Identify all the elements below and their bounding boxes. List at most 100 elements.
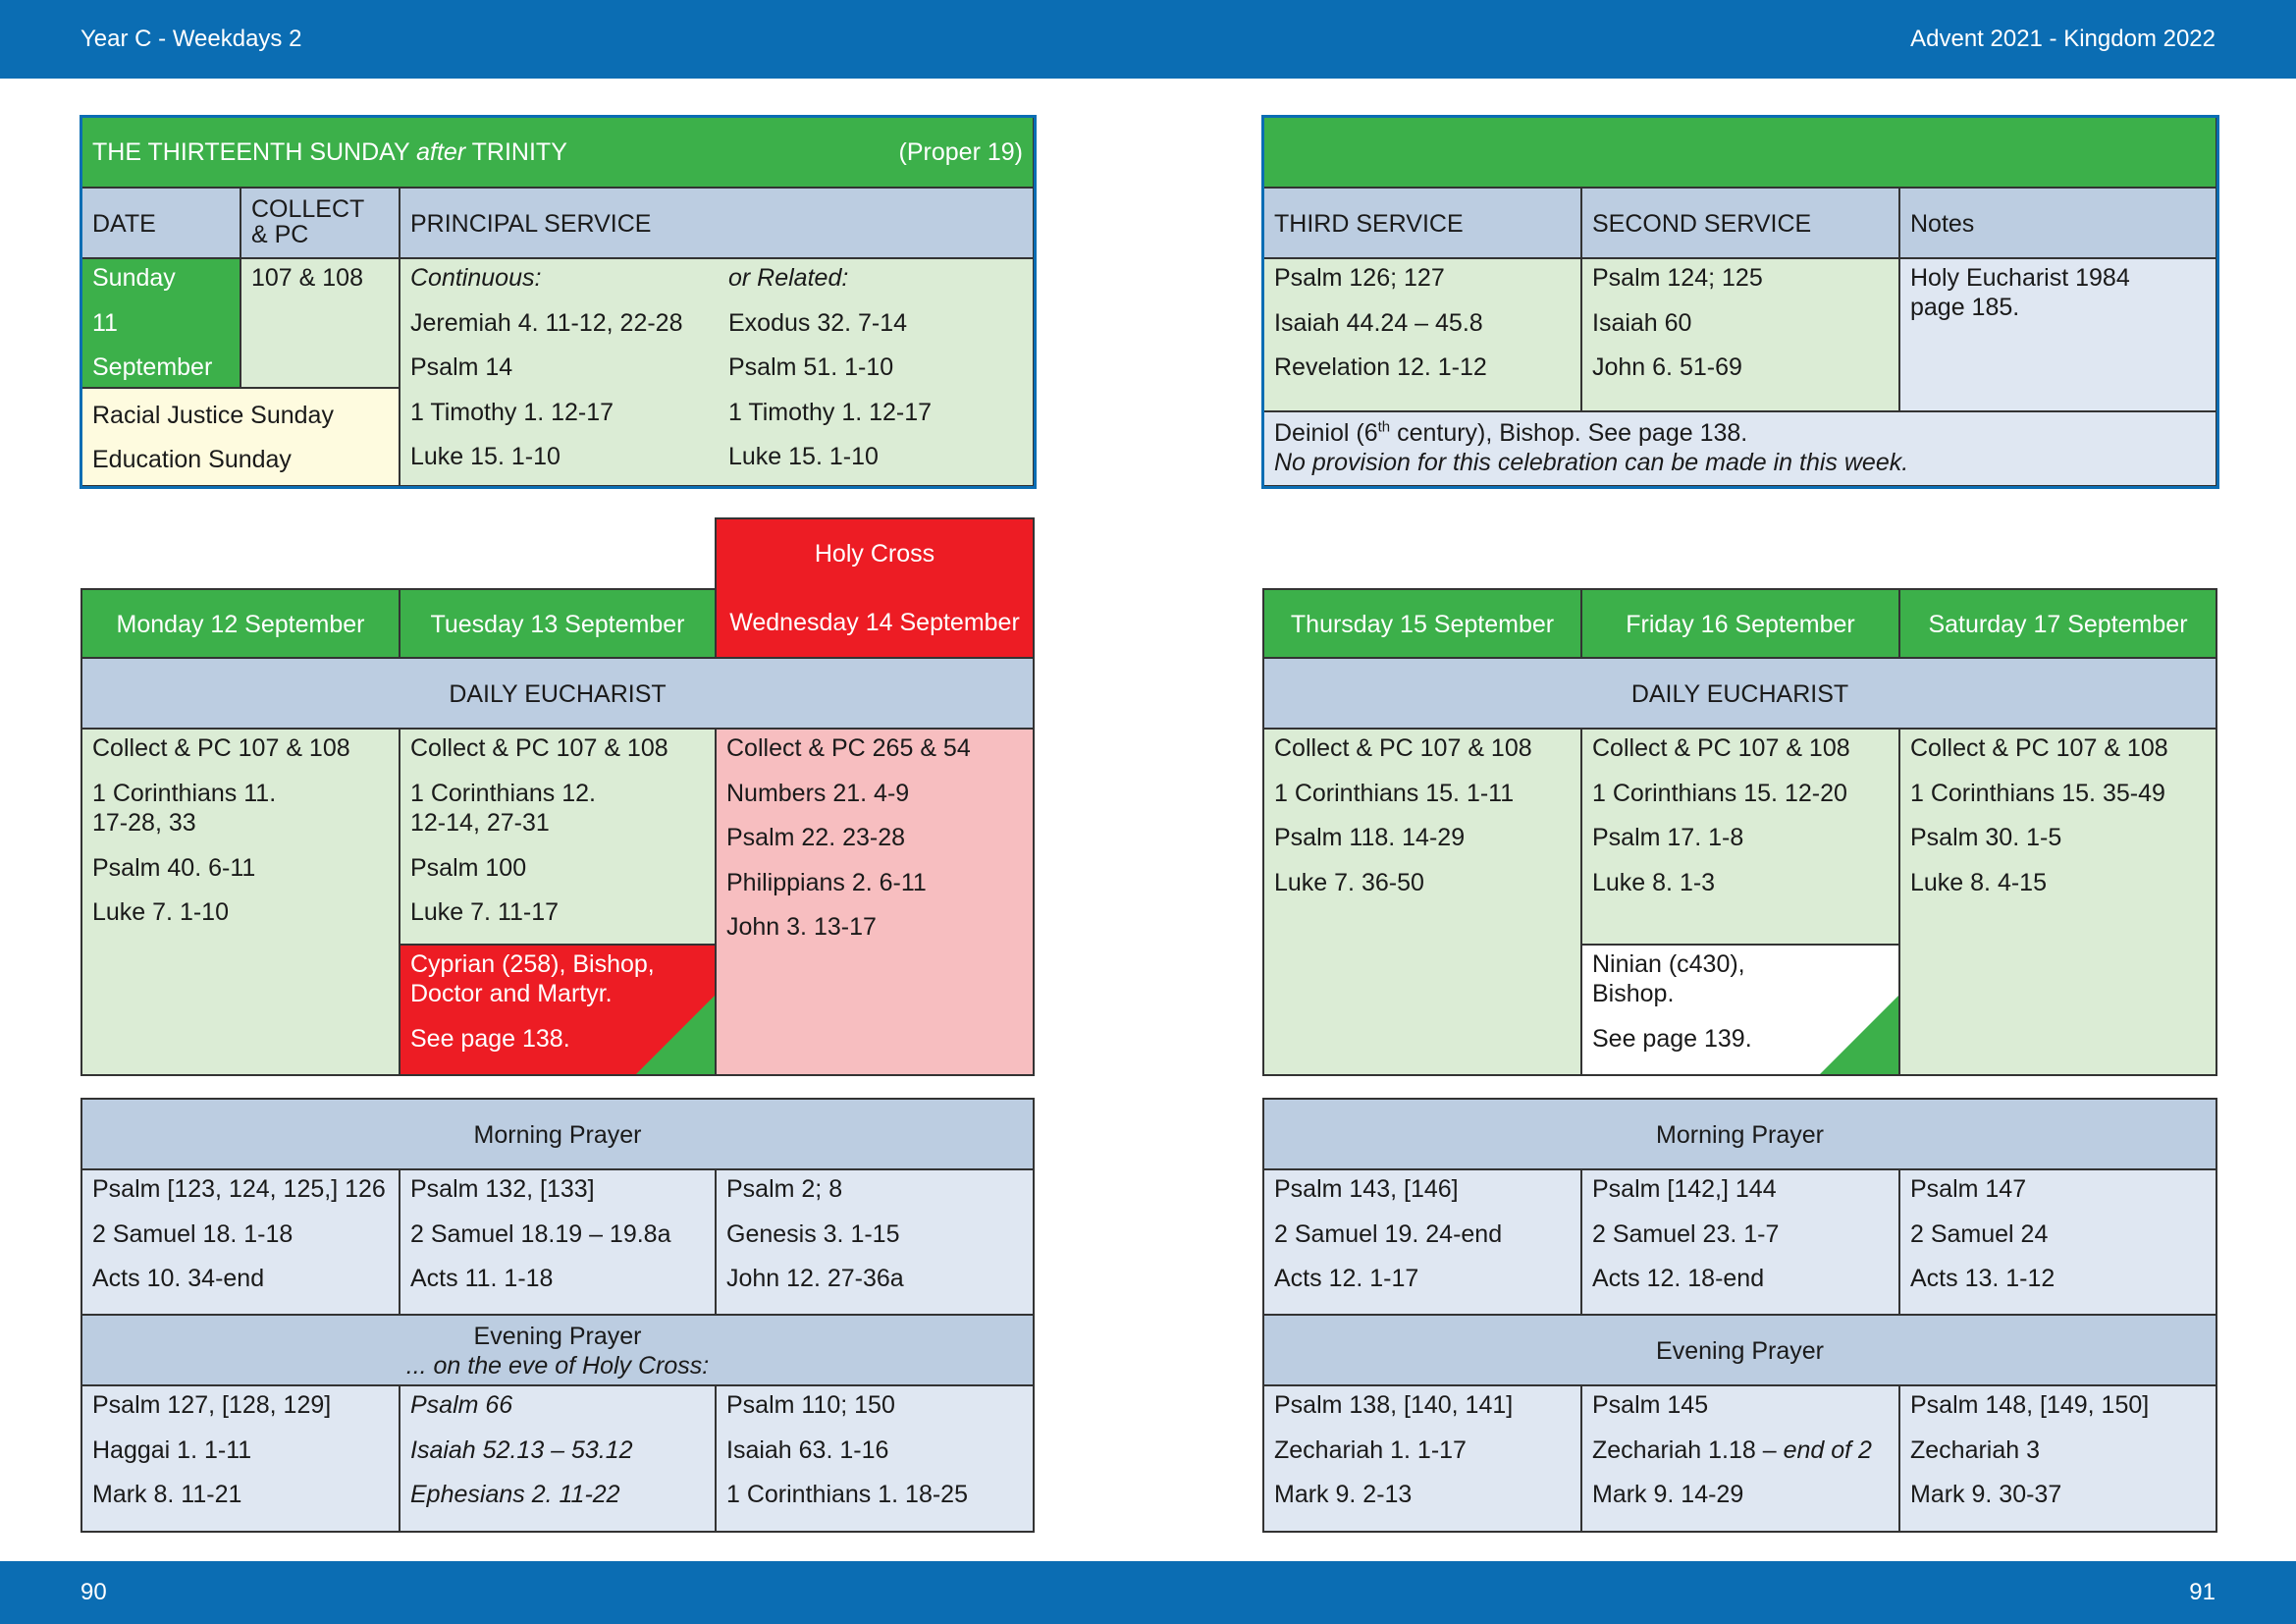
related-column: or Related: Exodus 32. 7-14 Psalm 51. 1-… (719, 259, 1033, 485)
mp-wed-psalm: Psalm 2; 8 (726, 1175, 843, 1203)
header-left: Year C - Weekdays 2 (80, 26, 302, 52)
mp-tue-psalm: Psalm 132, [133] (410, 1175, 595, 1203)
col-date-label: DATE (92, 210, 156, 238)
collect-value: 107 & 108 (251, 264, 363, 292)
header-bar: Year C - Weekdays 2 Advent 2021 - Kingdo… (0, 0, 2296, 79)
notes-cell: Holy Eucharist 1984 page 185. (1898, 257, 2217, 412)
day-header-tuesday: Tuesday 13 September (399, 588, 717, 659)
col-header-collect: COLLECT & PC (240, 187, 400, 259)
fri-gospel: Luke 8. 1-3 (1592, 869, 1716, 896)
morning-prayer-label-right: Morning Prayer (1656, 1121, 1824, 1149)
thu-psalm: Psalm 118. 14-29 (1274, 824, 1466, 851)
ep-mon-ot: Haggai 1. 1-11 (92, 1436, 252, 1464)
daily-eucharist-label-left: DAILY EUCHARIST (449, 680, 667, 708)
evening-eve-label: ... on the eve of Holy Cross: (405, 1352, 710, 1380)
commemoration-corner-icon (1820, 996, 1898, 1074)
mp-mon-psalm: Psalm [123, 124, 125,] 126 (92, 1175, 386, 1203)
mp-fri-psalm: Psalm [142,] 144 (1592, 1175, 1777, 1203)
day-thursday: Thursday 15 September (1290, 611, 1555, 638)
mon-psalm: Psalm 40. 6-11 (92, 854, 256, 882)
mp-fri-ot: 2 Samuel 23. 1-7 (1592, 1220, 1780, 1248)
evening-prayer-header-right: Evening Prayer (1262, 1314, 2217, 1386)
evening-saturday: Psalm 148, [149, 150] Zechariah 3 Mark 9… (1898, 1384, 2217, 1533)
ep-sat-ot: Zechariah 3 (1910, 1436, 2041, 1464)
mp-wed-nt: John 12. 27-36a (726, 1265, 904, 1292)
lesser-festival-corner-icon (636, 996, 715, 1074)
ninian-line-2: Bishop. (1592, 980, 1675, 1007)
third-service-cell: Psalm 126; 127 Isaiah 44.24 – 45.8 Revel… (1262, 257, 1582, 412)
date-number: 11 (92, 309, 118, 337)
evening-thursday: Psalm 138, [140, 141] Zechariah 1. 1-17 … (1262, 1384, 1582, 1533)
day-saturday: Saturday 17 September (1928, 611, 2188, 638)
mp-wed-ot: Genesis 3. 1-15 (726, 1220, 900, 1248)
col-header-notes: Notes (1898, 187, 2217, 259)
continuous-label: Continuous: (410, 264, 542, 292)
evening-monday: Psalm 127, [128, 129] Haggai 1. 1-11 Mar… (80, 1384, 400, 1533)
col-third-label: THIRD SERVICE (1274, 210, 1464, 238)
eucharist-saturday: Collect & PC 107 & 108 1 Corinthians 15.… (1898, 728, 2217, 1076)
ep-sat-psalm: Psalm 148, [149, 150] (1910, 1391, 2150, 1419)
ep-fri-psalm: Psalm 145 (1592, 1391, 1709, 1419)
morning-monday: Psalm [123, 124, 125,] 126 2 Samuel 18. … (80, 1168, 400, 1316)
sat-psalm: Psalm 30. 1-5 (1910, 824, 2062, 851)
deiniol-note-post: century), Bishop. See page 138. (1390, 419, 1748, 447)
holy-cross-label: Holy Cross (814, 540, 935, 568)
wed-collect: Collect & PC 265 & 54 (726, 734, 971, 762)
page-number-right: 91 (2189, 1579, 2216, 1605)
mon-collect: Collect & PC 107 & 108 (92, 734, 350, 762)
day-header-monday: Monday 12 September (80, 588, 400, 659)
ep-thu-nt: Mark 9. 2-13 (1274, 1481, 1413, 1508)
third-reading-3: Revelation 12. 1-12 (1274, 353, 1487, 381)
col-collect-label-1: COLLECT (251, 195, 365, 223)
sunday-title-pre: THE THIRTEENTH SUNDAY (92, 138, 417, 166)
thu-gospel: Luke 7. 36-50 (1274, 869, 1424, 896)
cyprian-line-3: See page 138. (410, 1025, 570, 1053)
ep-fri-nt: Mark 9. 14-29 (1592, 1481, 1744, 1508)
observance-1: Racial Justice Sunday (92, 402, 334, 429)
date-month: September (92, 353, 213, 381)
header-right: Advent 2021 - Kingdom 2022 (1910, 26, 2216, 52)
day-tuesday: Tuesday 13 September (430, 611, 685, 638)
eucharist-friday: Collect & PC 107 & 108 1 Corinthians 15.… (1580, 728, 1900, 946)
col-collect-label-2: & PC (251, 221, 309, 248)
cyprian-line-1: Cyprian (258), Bishop, (410, 950, 655, 978)
tue-reading-1b: 12-14, 27-31 (410, 809, 550, 837)
day-wednesday: Wednesday 14 September (729, 609, 1020, 636)
continuous-reading-2: Psalm 14 (410, 353, 513, 381)
sunday-collect-cell: 107 & 108 (240, 257, 400, 389)
fri-psalm: Psalm 17. 1-8 (1592, 824, 1744, 851)
ninian-commemoration: Ninian (c430), Bishop. See page 139. (1580, 944, 1900, 1076)
tue-psalm: Psalm 100 (410, 854, 527, 882)
continuous-column: Continuous: Jeremiah 4. 11-12, 22-28 Psa… (400, 259, 719, 485)
morning-tuesday: Psalm 132, [133] 2 Samuel 18.19 – 19.8a … (399, 1168, 717, 1316)
mon-reading-1b: 17-28, 33 (92, 809, 196, 837)
wed-reading-1: Numbers 21. 4-9 (726, 780, 910, 807)
deiniol-note-cell: Deiniol (6th century), Bishop. See page … (1262, 410, 2217, 487)
col-header-principal: PRINCIPAL SERVICE (399, 187, 1035, 259)
sunday-title-row: THE THIRTEENTH SUNDAY after TRINITY (Pro… (80, 116, 1035, 189)
day-friday: Friday 16 September (1626, 611, 1855, 638)
mp-mon-nt: Acts 10. 34-end (92, 1265, 265, 1292)
ep-tue-nt: Ephesians 2. 11-22 (410, 1481, 620, 1508)
morning-prayer-label-left: Morning Prayer (473, 1121, 642, 1149)
day-header-wednesday: Wednesday 14 September (715, 588, 1035, 659)
wed-psalm: Psalm 22. 23-28 (726, 824, 906, 851)
ep-thu-ot: Zechariah 1. 1-17 (1274, 1436, 1467, 1464)
col-notes-label: Notes (1910, 210, 1975, 238)
mp-sat-nt: Acts 13. 1-12 (1910, 1265, 2056, 1292)
observances-cell: Racial Justice Sunday Education Sunday (80, 387, 400, 487)
evening-prayer-header-left: Evening Prayer ... on the eve of Holy Cr… (80, 1314, 1035, 1386)
principal-service-cell: Continuous: Jeremiah 4. 11-12, 22-28 Psa… (399, 257, 1035, 487)
thu-collect: Collect & PC 107 & 108 (1274, 734, 1532, 762)
continuous-reading-4: Luke 15. 1-10 (410, 443, 561, 470)
ninian-line-1: Ninian (c430), (1592, 950, 1745, 978)
continuous-reading-3: 1 Timothy 1. 12-17 (410, 399, 614, 426)
related-reading-2: Psalm 51. 1-10 (728, 353, 894, 381)
ep-wed-nt: 1 Corinthians 1. 18-25 (726, 1481, 968, 1508)
evening-prayer-label-left: Evening Prayer (473, 1323, 642, 1350)
mon-gospel: Luke 7. 1-10 (92, 898, 229, 926)
daily-eucharist-label-right: DAILY EUCHARIST (1630, 680, 1849, 708)
evening-prayer-label-right: Evening Prayer (1656, 1337, 1824, 1365)
mp-fri-nt: Acts 12. 18-end (1592, 1265, 1765, 1292)
day-header-friday: Friday 16 September (1580, 588, 1900, 659)
